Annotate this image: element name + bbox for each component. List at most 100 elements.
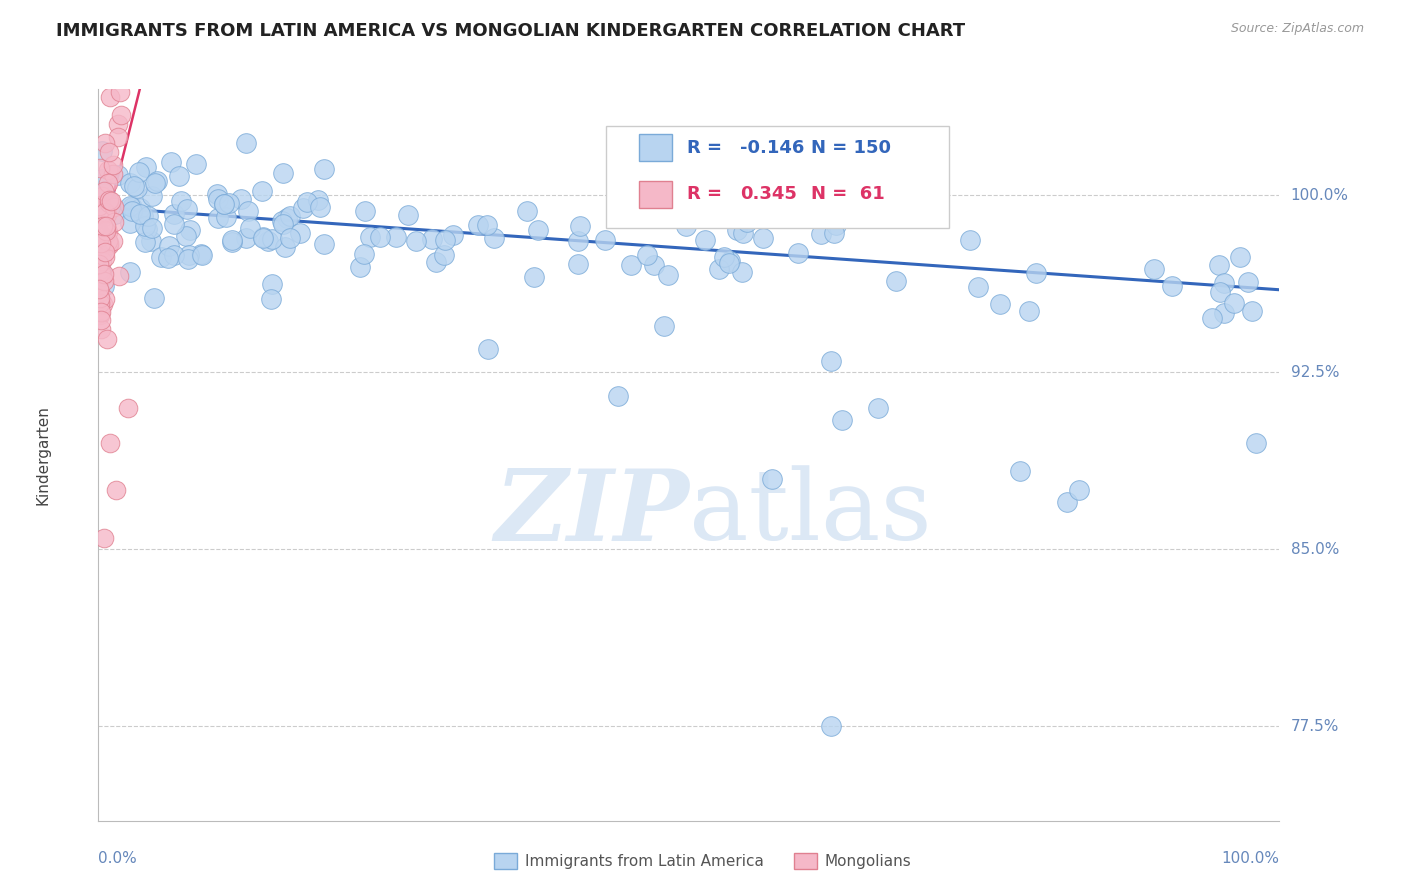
Point — [643, 258, 665, 272]
Point — [94, 222, 117, 236]
Point — [1161, 279, 1184, 293]
Point — [104, 207, 127, 221]
Point — [96, 219, 118, 234]
Point — [652, 318, 675, 333]
Point — [91, 266, 114, 280]
Point — [307, 193, 329, 207]
Point — [623, 176, 645, 190]
Point — [103, 234, 125, 248]
Point — [349, 260, 371, 274]
Point — [103, 200, 125, 214]
Point — [252, 230, 274, 244]
Point — [90, 253, 112, 268]
Point — [136, 209, 159, 223]
Point — [110, 108, 132, 122]
Point — [292, 201, 315, 215]
Point — [90, 313, 112, 327]
Point — [271, 217, 294, 231]
Point — [121, 201, 143, 215]
Point — [141, 188, 163, 202]
Point — [671, 211, 693, 225]
Point — [1240, 304, 1263, 318]
Point — [94, 223, 117, 237]
Point — [595, 233, 617, 247]
Text: 77.5%: 77.5% — [1291, 719, 1339, 734]
Point — [567, 256, 589, 270]
Point — [657, 268, 679, 282]
Point — [128, 165, 150, 179]
Point — [831, 412, 853, 426]
Point — [884, 274, 907, 288]
Point — [89, 306, 111, 320]
Point — [207, 192, 229, 206]
Point — [87, 282, 110, 296]
Point — [432, 248, 454, 262]
Point — [312, 236, 335, 251]
Point — [207, 211, 229, 225]
Point — [1067, 483, 1090, 498]
Text: 0.345: 0.345 — [740, 186, 797, 203]
Point — [122, 178, 145, 193]
Point — [89, 229, 111, 244]
Point — [93, 244, 115, 259]
Point — [139, 234, 162, 248]
Text: 100.0%: 100.0% — [1222, 851, 1279, 866]
Point — [235, 136, 257, 150]
Point — [467, 218, 489, 232]
Point — [312, 162, 335, 177]
Point — [787, 245, 810, 260]
Point — [174, 228, 197, 243]
Point — [273, 166, 295, 180]
Point — [128, 207, 150, 221]
Point — [752, 231, 775, 245]
Point — [516, 204, 538, 219]
Point — [136, 222, 159, 236]
Point — [235, 231, 257, 245]
Point — [135, 160, 157, 174]
Point — [98, 89, 121, 103]
Point — [98, 235, 121, 250]
Point — [252, 230, 274, 244]
Point — [96, 333, 118, 347]
Point — [866, 401, 889, 415]
Point — [959, 233, 981, 247]
Point — [354, 203, 377, 218]
Point — [93, 186, 115, 200]
Point — [396, 208, 419, 222]
Point — [221, 235, 243, 249]
Point — [132, 209, 155, 223]
Point — [120, 265, 142, 279]
Point — [101, 167, 124, 181]
Point — [120, 199, 142, 213]
Point — [98, 200, 121, 214]
Point — [94, 205, 117, 219]
Point — [725, 222, 748, 236]
Point — [733, 226, 755, 240]
Point — [425, 255, 447, 269]
Text: R =: R = — [686, 138, 728, 157]
Point — [1212, 305, 1234, 319]
Point — [1209, 285, 1232, 300]
Text: 85.0%: 85.0% — [1291, 541, 1339, 557]
Point — [120, 216, 142, 230]
Point — [260, 292, 283, 306]
Point — [107, 117, 129, 131]
Point — [89, 262, 111, 277]
Point — [236, 204, 259, 219]
Point — [108, 86, 131, 100]
Point — [434, 233, 457, 247]
FancyBboxPatch shape — [640, 135, 672, 161]
Point — [278, 230, 301, 244]
Point — [1018, 303, 1040, 318]
Text: Source: ZipAtlas.com: Source: ZipAtlas.com — [1230, 22, 1364, 36]
Point — [820, 353, 842, 368]
Point — [156, 251, 179, 265]
Point — [274, 240, 297, 254]
Point — [475, 219, 498, 233]
Point — [1025, 266, 1047, 280]
Point — [142, 291, 165, 305]
Point — [94, 188, 117, 202]
Point — [191, 248, 214, 262]
Point — [218, 195, 240, 210]
Point — [1056, 495, 1078, 509]
